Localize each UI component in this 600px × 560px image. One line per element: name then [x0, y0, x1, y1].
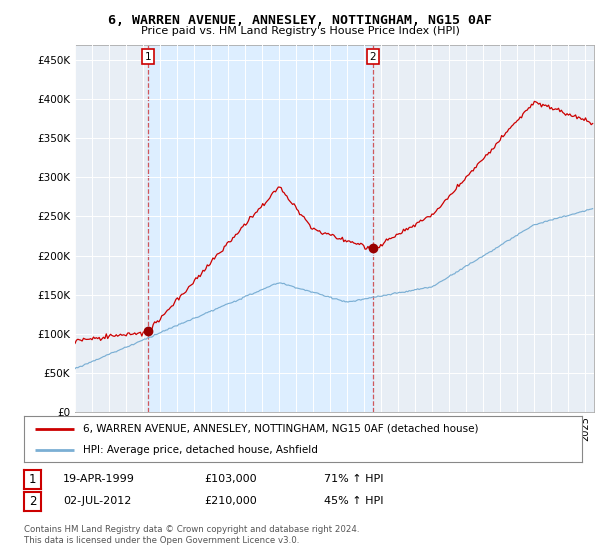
Text: 02-JUL-2012: 02-JUL-2012	[63, 496, 131, 506]
Text: 45% ↑ HPI: 45% ↑ HPI	[324, 496, 383, 506]
Text: 6, WARREN AVENUE, ANNESLEY, NOTTINGHAM, NG15 0AF: 6, WARREN AVENUE, ANNESLEY, NOTTINGHAM, …	[108, 14, 492, 27]
Text: Contains HM Land Registry data © Crown copyright and database right 2024.
This d: Contains HM Land Registry data © Crown c…	[24, 525, 359, 545]
Text: 1: 1	[29, 473, 36, 486]
Text: 6, WARREN AVENUE, ANNESLEY, NOTTINGHAM, NG15 0AF (detached house): 6, WARREN AVENUE, ANNESLEY, NOTTINGHAM, …	[83, 424, 478, 434]
Text: 19-APR-1999: 19-APR-1999	[63, 474, 135, 484]
Text: £103,000: £103,000	[204, 474, 257, 484]
Text: 2: 2	[29, 494, 36, 508]
Text: 2: 2	[370, 52, 376, 62]
Text: Price paid vs. HM Land Registry's House Price Index (HPI): Price paid vs. HM Land Registry's House …	[140, 26, 460, 36]
Bar	[148, 45, 373, 412]
Text: HPI: Average price, detached house, Ashfield: HPI: Average price, detached house, Ashf…	[83, 445, 317, 455]
Text: 1: 1	[145, 52, 151, 62]
Text: £210,000: £210,000	[204, 496, 257, 506]
Text: 71% ↑ HPI: 71% ↑ HPI	[324, 474, 383, 484]
